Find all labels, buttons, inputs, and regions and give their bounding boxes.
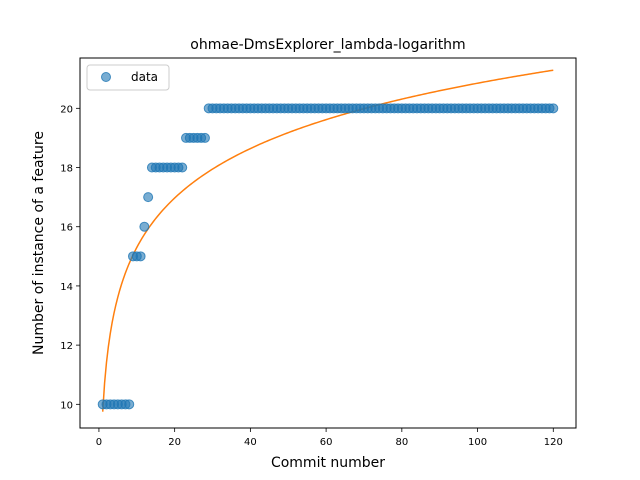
y-tick-label: 18	[60, 164, 73, 175]
data-point	[548, 103, 559, 114]
legend-box	[86, 64, 170, 91]
fit-layer	[101, 69, 554, 412]
x-tick-label: 20	[168, 437, 181, 448]
x-tick-label: 80	[395, 437, 408, 448]
data-point	[135, 251, 146, 262]
y-tick-label: 10	[60, 400, 73, 411]
x-tick-label: 40	[244, 437, 257, 448]
y-tick-label: 14	[60, 282, 73, 293]
plot-area	[80, 58, 576, 428]
data-point	[143, 192, 154, 203]
chart-title: ohmae-DmsExplorer_lambda-logarithm	[190, 37, 465, 53]
ticks-layer: 0 20 40 60 80 100 120 10 12 14 16 18 20	[60, 104, 563, 448]
x-tick-label: 120	[544, 437, 563, 448]
data-point	[177, 162, 188, 173]
x-tick-label: 0	[96, 437, 102, 448]
data-point	[124, 399, 135, 410]
fit-line	[101, 69, 554, 412]
x-tick-label: 60	[320, 437, 333, 448]
data-point	[139, 221, 150, 232]
plot-frame	[79, 57, 577, 429]
legend-marker-data	[101, 72, 111, 82]
y-tick-label: 16	[60, 223, 73, 234]
x-axis-label: Commit number	[271, 455, 385, 471]
legend: data	[86, 64, 170, 91]
legend-label-data: data	[131, 70, 158, 84]
points-layer	[97, 103, 559, 410]
data-point	[199, 132, 210, 143]
y-tick-label: 12	[60, 341, 73, 352]
y-axis-label: Number of instance of a feature	[31, 131, 47, 355]
y-tick-label: 20	[60, 104, 73, 115]
x-tick-label: 100	[468, 437, 487, 448]
